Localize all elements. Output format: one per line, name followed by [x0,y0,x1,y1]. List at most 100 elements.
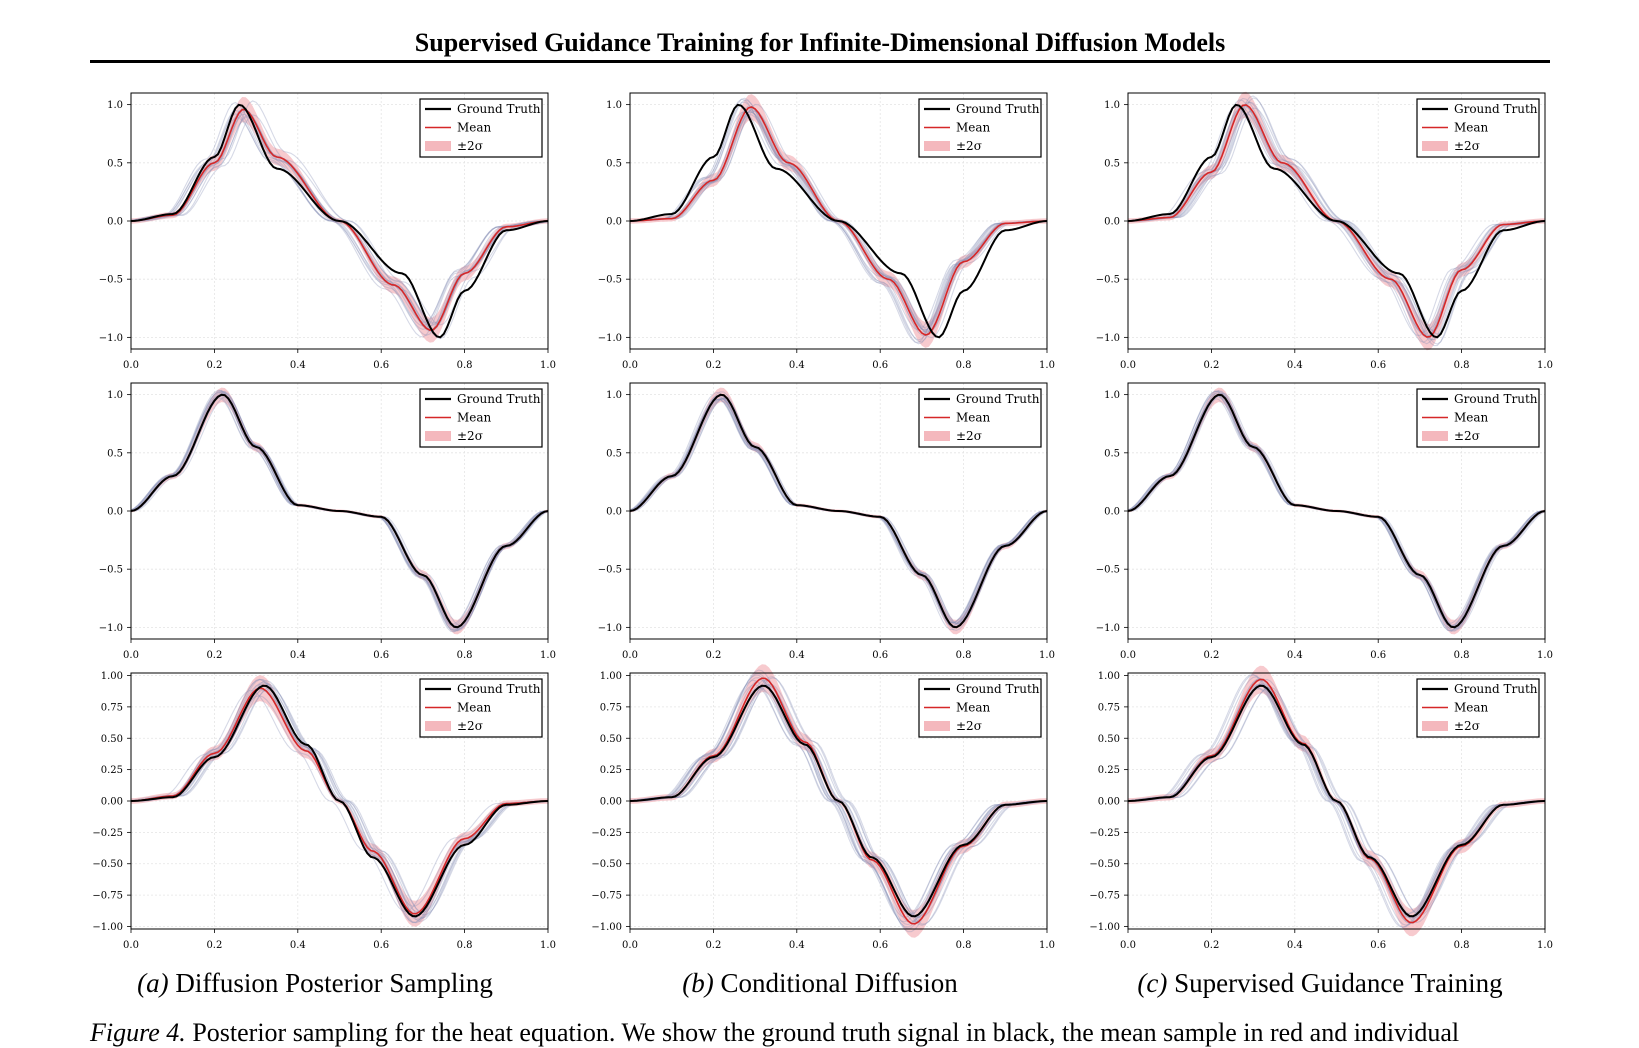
y-tick-label: 0.5 [107,158,123,169]
posterior-sample-line [130,109,548,330]
legend-band-swatch [924,431,950,441]
x-tick-label: 0.0 [123,360,139,371]
y-tick-label: 0.25 [600,765,622,776]
posterior-sample-line [130,103,548,336]
legend-label: Ground Truth [956,682,1040,696]
posterior-sample-line [1127,109,1545,334]
x-tick-label: 0.0 [123,650,139,661]
subcaption-b-title: Conditional Diffusion [720,968,958,998]
ground-truth-line [130,684,549,918]
y-tick-label: −0.50 [591,859,622,870]
legend-label: Ground Truth [1454,102,1538,116]
legend-label: ±2σ [1454,139,1480,153]
subcaption-b: (b) Conditional Diffusion [560,968,1080,999]
plot-frame [629,672,1048,930]
posterior-sample-line [1127,674,1545,928]
legend-label: Mean [457,121,492,135]
plot-frame [1127,672,1546,930]
ground-truth-line [130,103,549,339]
plot-frame [1127,92,1546,350]
posterior-sample-line [629,677,1047,926]
y-tick-label: 1.0 [1104,100,1120,111]
posterior-sample-line [630,684,1048,918]
x-tick-label: 0.4 [290,360,306,371]
y-tick-label: 0.00 [101,797,123,808]
sigma-band [131,97,548,343]
y-tick-label: 1.00 [1098,671,1120,682]
x-tick-label: 0.6 [872,940,888,951]
posterior-sample-line [630,683,1048,919]
posterior-sample-line [1127,676,1545,926]
legend-label: ±2σ [1454,429,1480,443]
y-tick-label: −0.25 [92,828,123,839]
panel-row3-c: 0.0 0.2 0.4 0.6 0.8 1.0 1.00 0.75 0.50 0.25 0.00 −0… [1089,665,1553,951]
x-tick-label: 0.2 [705,940,721,951]
panel-row1-b: 0.0 0.2 0.4 0.6 0.8 1.0 1.0 0.5 0.0 −0.5 −1.0 Groun… [598,92,1055,371]
posterior-sample-line [629,672,1047,930]
ground-truth-line [1127,684,1546,918]
x-tick-label: 1.0 [1039,650,1055,661]
posterior-sample-line [629,669,1047,933]
y-tick-label: −1.0 [598,333,622,344]
y-tick-label: −1.0 [1096,623,1120,634]
y-tick-label: −1.00 [591,922,622,933]
posterior-sample-line [1128,688,1546,915]
x-tick-label: 0.8 [1454,940,1470,951]
legend-label: ±2σ [956,719,982,733]
posterior-sample-line [131,689,549,913]
y-tick-label: −0.50 [92,859,123,870]
x-tick-label: 0.8 [457,360,473,371]
x-tick-label: 0.8 [1454,650,1470,661]
x-tick-label: 0.2 [1203,650,1219,661]
posterior-sample-line [629,98,1047,344]
plot-frame [130,672,549,930]
header-rule [90,60,1550,63]
y-tick-label: 0.00 [1098,797,1120,808]
y-tick-label: 0.50 [1098,734,1120,745]
x-tick-label: 0.6 [1370,940,1386,951]
posterior-sample-line [1127,105,1545,337]
y-tick-label: −0.75 [591,891,622,902]
posterior-sample-line [131,682,549,920]
plot-frame [629,92,1048,350]
subcaption-c-label: (c) [1137,968,1168,998]
x-tick-label: 0.0 [622,360,638,371]
x-tick-label: 0.4 [789,360,805,371]
legend-label: ±2σ [956,139,982,153]
y-tick-label: −0.25 [1089,828,1120,839]
y-tick-label: 1.0 [107,390,123,401]
panel-row1-c: 0.0 0.2 0.4 0.6 0.8 1.0 1.0 0.5 0.0 −0.5 −1.0 Groun… [1096,91,1553,371]
subcaption-a-label: (a) [137,968,169,998]
y-tick-label: 0.5 [1104,448,1120,459]
y-tick-label: 0.75 [101,702,123,713]
legend-band-swatch [1422,721,1448,731]
y-tick-label: 1.00 [101,671,123,682]
x-tick-label: 0.8 [956,650,972,661]
x-tick-label: 0.4 [1287,360,1303,371]
figure-caption-text: Posterior sampling for the heat equation… [192,1018,1460,1047]
legend-label: ±2σ [457,139,483,153]
posterior-sample-line [1128,101,1546,341]
x-tick-label: 0.6 [373,650,389,661]
x-tick-label: 1.0 [1039,360,1055,371]
ground-truth-line [629,103,1048,339]
y-tick-label: 0.50 [600,734,622,745]
posterior-sample-line [131,114,549,326]
x-tick-label: 0.0 [123,940,139,951]
y-tick-label: 1.00 [600,671,622,682]
panel-row3-b: 0.0 0.2 0.4 0.6 0.8 1.0 1.00 0.75 0.50 0.25 0.00 −0… [591,664,1055,951]
panel-row3-a: 0.0 0.2 0.4 0.6 0.8 1.0 1.00 0.75 0.50 0.25 0.00 −0… [92,671,556,951]
legend-label: Mean [956,411,991,425]
panel-row1-a: 0.0 0.2 0.4 0.6 0.8 1.0 1.0 0.5 0.0 −0.5 −1.0 Groun… [99,92,556,371]
posterior-sample-line [1128,95,1546,347]
x-tick-label: 1.0 [1537,940,1553,951]
x-tick-label: 0.8 [1454,360,1470,371]
legend-label: Mean [956,701,991,715]
posterior-sample-line [1128,686,1546,916]
running-head-title: Supervised Guidance Training for Infinit… [414,28,1226,57]
figure-caption: Figure 4. Posterior sampling for the hea… [90,1018,1570,1048]
y-tick-label: −0.50 [1089,859,1120,870]
posterior-sample-line [629,686,1047,915]
subcaption-c-title: Supervised Guidance Training [1174,968,1503,998]
y-tick-label: 1.0 [606,390,622,401]
